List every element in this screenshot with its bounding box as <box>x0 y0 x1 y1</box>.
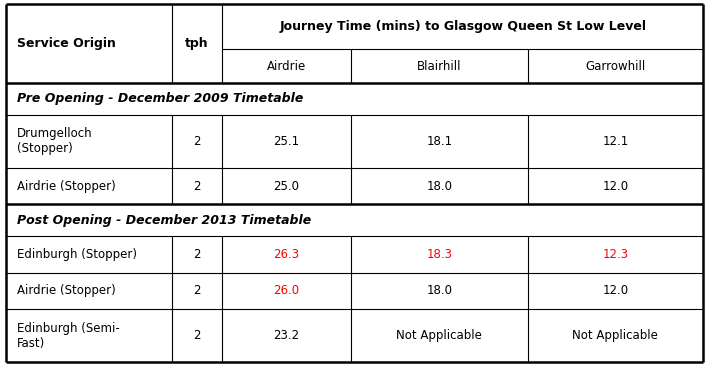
Text: 2: 2 <box>193 135 201 148</box>
Text: Not Applicable: Not Applicable <box>572 329 659 342</box>
Text: 18.0: 18.0 <box>426 284 452 297</box>
Text: Not Applicable: Not Applicable <box>396 329 482 342</box>
Text: Airdrie (Stopper): Airdrie (Stopper) <box>17 284 116 297</box>
Text: 18.3: 18.3 <box>426 248 452 261</box>
Text: Service Origin: Service Origin <box>17 37 116 50</box>
Text: 18.0: 18.0 <box>426 180 452 193</box>
Text: Blairhill: Blairhill <box>417 60 462 72</box>
Text: Edinburgh (Stopper): Edinburgh (Stopper) <box>17 248 137 261</box>
Text: 25.0: 25.0 <box>274 180 299 193</box>
Text: Airdrie: Airdrie <box>267 60 306 72</box>
Text: Pre Opening - December 2009 Timetable: Pre Opening - December 2009 Timetable <box>17 92 303 105</box>
Text: 26.3: 26.3 <box>274 248 299 261</box>
Text: 2: 2 <box>193 284 201 297</box>
Text: 25.1: 25.1 <box>274 135 299 148</box>
Text: 12.0: 12.0 <box>603 284 628 297</box>
Text: tph: tph <box>185 37 208 50</box>
Text: 12.3: 12.3 <box>603 248 628 261</box>
Text: Edinburgh (Semi-
Fast): Edinburgh (Semi- Fast) <box>17 321 120 350</box>
Text: Post Opening - December 2013 Timetable: Post Opening - December 2013 Timetable <box>17 214 311 227</box>
Text: 23.2: 23.2 <box>274 329 299 342</box>
Text: Garrowhill: Garrowhill <box>586 60 646 72</box>
Text: 2: 2 <box>193 180 201 193</box>
Text: 2: 2 <box>193 248 201 261</box>
Text: 2: 2 <box>193 329 201 342</box>
Text: Drumgelloch
(Stopper): Drumgelloch (Stopper) <box>17 127 93 156</box>
Text: Journey Time (mins) to Glasgow Queen St Low Level: Journey Time (mins) to Glasgow Queen St … <box>279 20 646 33</box>
Text: 18.1: 18.1 <box>426 135 452 148</box>
Text: 12.1: 12.1 <box>603 135 629 148</box>
Text: Airdrie (Stopper): Airdrie (Stopper) <box>17 180 116 193</box>
Text: 26.0: 26.0 <box>274 284 299 297</box>
Text: 12.0: 12.0 <box>603 180 628 193</box>
